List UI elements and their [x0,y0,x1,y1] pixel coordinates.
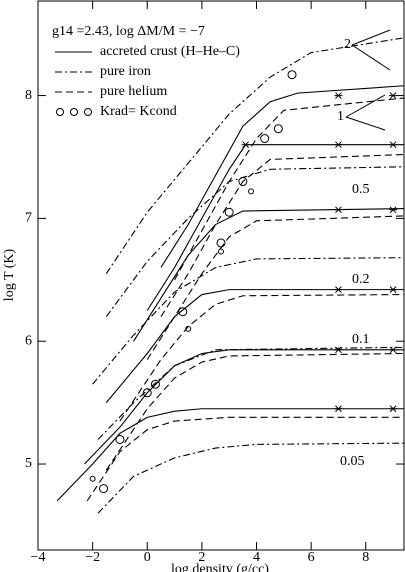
bracket [345,29,391,131]
x-axis-label: log density (g/cc) [171,562,269,572]
legend-marker [84,108,92,116]
marker-star [389,206,398,214]
marker-circle [260,134,270,144]
marker-star [334,141,343,149]
legend-marker [70,108,78,116]
curve [160,153,405,317]
curve-label: 2 [344,37,351,52]
marker-star [389,405,398,413]
marker-circle [224,207,234,217]
legend-label: pure helium [100,84,167,99]
curve [146,144,404,311]
x-tick-label: −2 [85,550,100,565]
marker-star [334,206,343,214]
x-tick-label: 4 [253,550,260,565]
marker-circle [248,188,255,195]
marker-circle [115,434,125,444]
legend-label: pure iron [100,64,151,79]
y-axis-label: log T (K) [2,248,17,301]
marker-circle [218,248,224,255]
x-tick-label: 8 [362,550,369,565]
marker-circle [273,124,283,134]
legend-marker [56,108,64,116]
marker-circle [150,379,160,389]
marker-star [334,405,343,413]
plot-frame [37,0,405,551]
curve [174,97,405,281]
curve [56,408,404,502]
y-tick-label: 8 [25,88,32,103]
curve [105,289,404,403]
x-tick-label: 2 [198,550,205,565]
curve [84,349,404,465]
x-tick-label: 6 [308,550,315,565]
curve [86,416,404,502]
curve [119,293,405,422]
curve [146,215,405,360]
chart-title: g14 =2.43, log ΔM/M = −7 [52,24,205,39]
marker-star [389,141,398,149]
marker-circle [178,307,188,317]
marker-star [334,92,343,99]
curve-label: 0.2 [352,272,370,287]
curve-label: 0.5 [352,182,370,197]
marker-star [334,346,343,354]
x-tick-label: 0 [144,550,151,565]
y-tick-label: 5 [25,456,32,471]
curve [160,85,405,268]
x-tick-label: −4 [31,550,46,565]
curve [105,166,405,317]
marker-circle [89,475,96,482]
curve-label: 1 [337,109,344,124]
marker-circle [287,70,297,80]
marker-star [241,141,250,149]
curve [97,346,405,440]
marker-circle [185,325,192,332]
marker-star [334,286,343,293]
marker-star [389,92,398,99]
legend-label: accreted crust (H–He–C) [100,44,240,59]
marker-circle [142,388,152,398]
curve [133,208,405,342]
marker-circle [216,238,226,248]
legend-label: Krad= Kcond [100,104,177,119]
y-tick-label: 6 [25,333,32,348]
marker-star [389,346,398,354]
curve [105,37,405,274]
marker-circle [238,177,248,187]
marker-circle [99,484,109,494]
curve-label: 0.1 [352,332,370,347]
y-tick-label: 7 [25,211,32,226]
marker-star [389,286,398,293]
curve-label: 0.05 [340,454,365,469]
curve [105,352,405,471]
